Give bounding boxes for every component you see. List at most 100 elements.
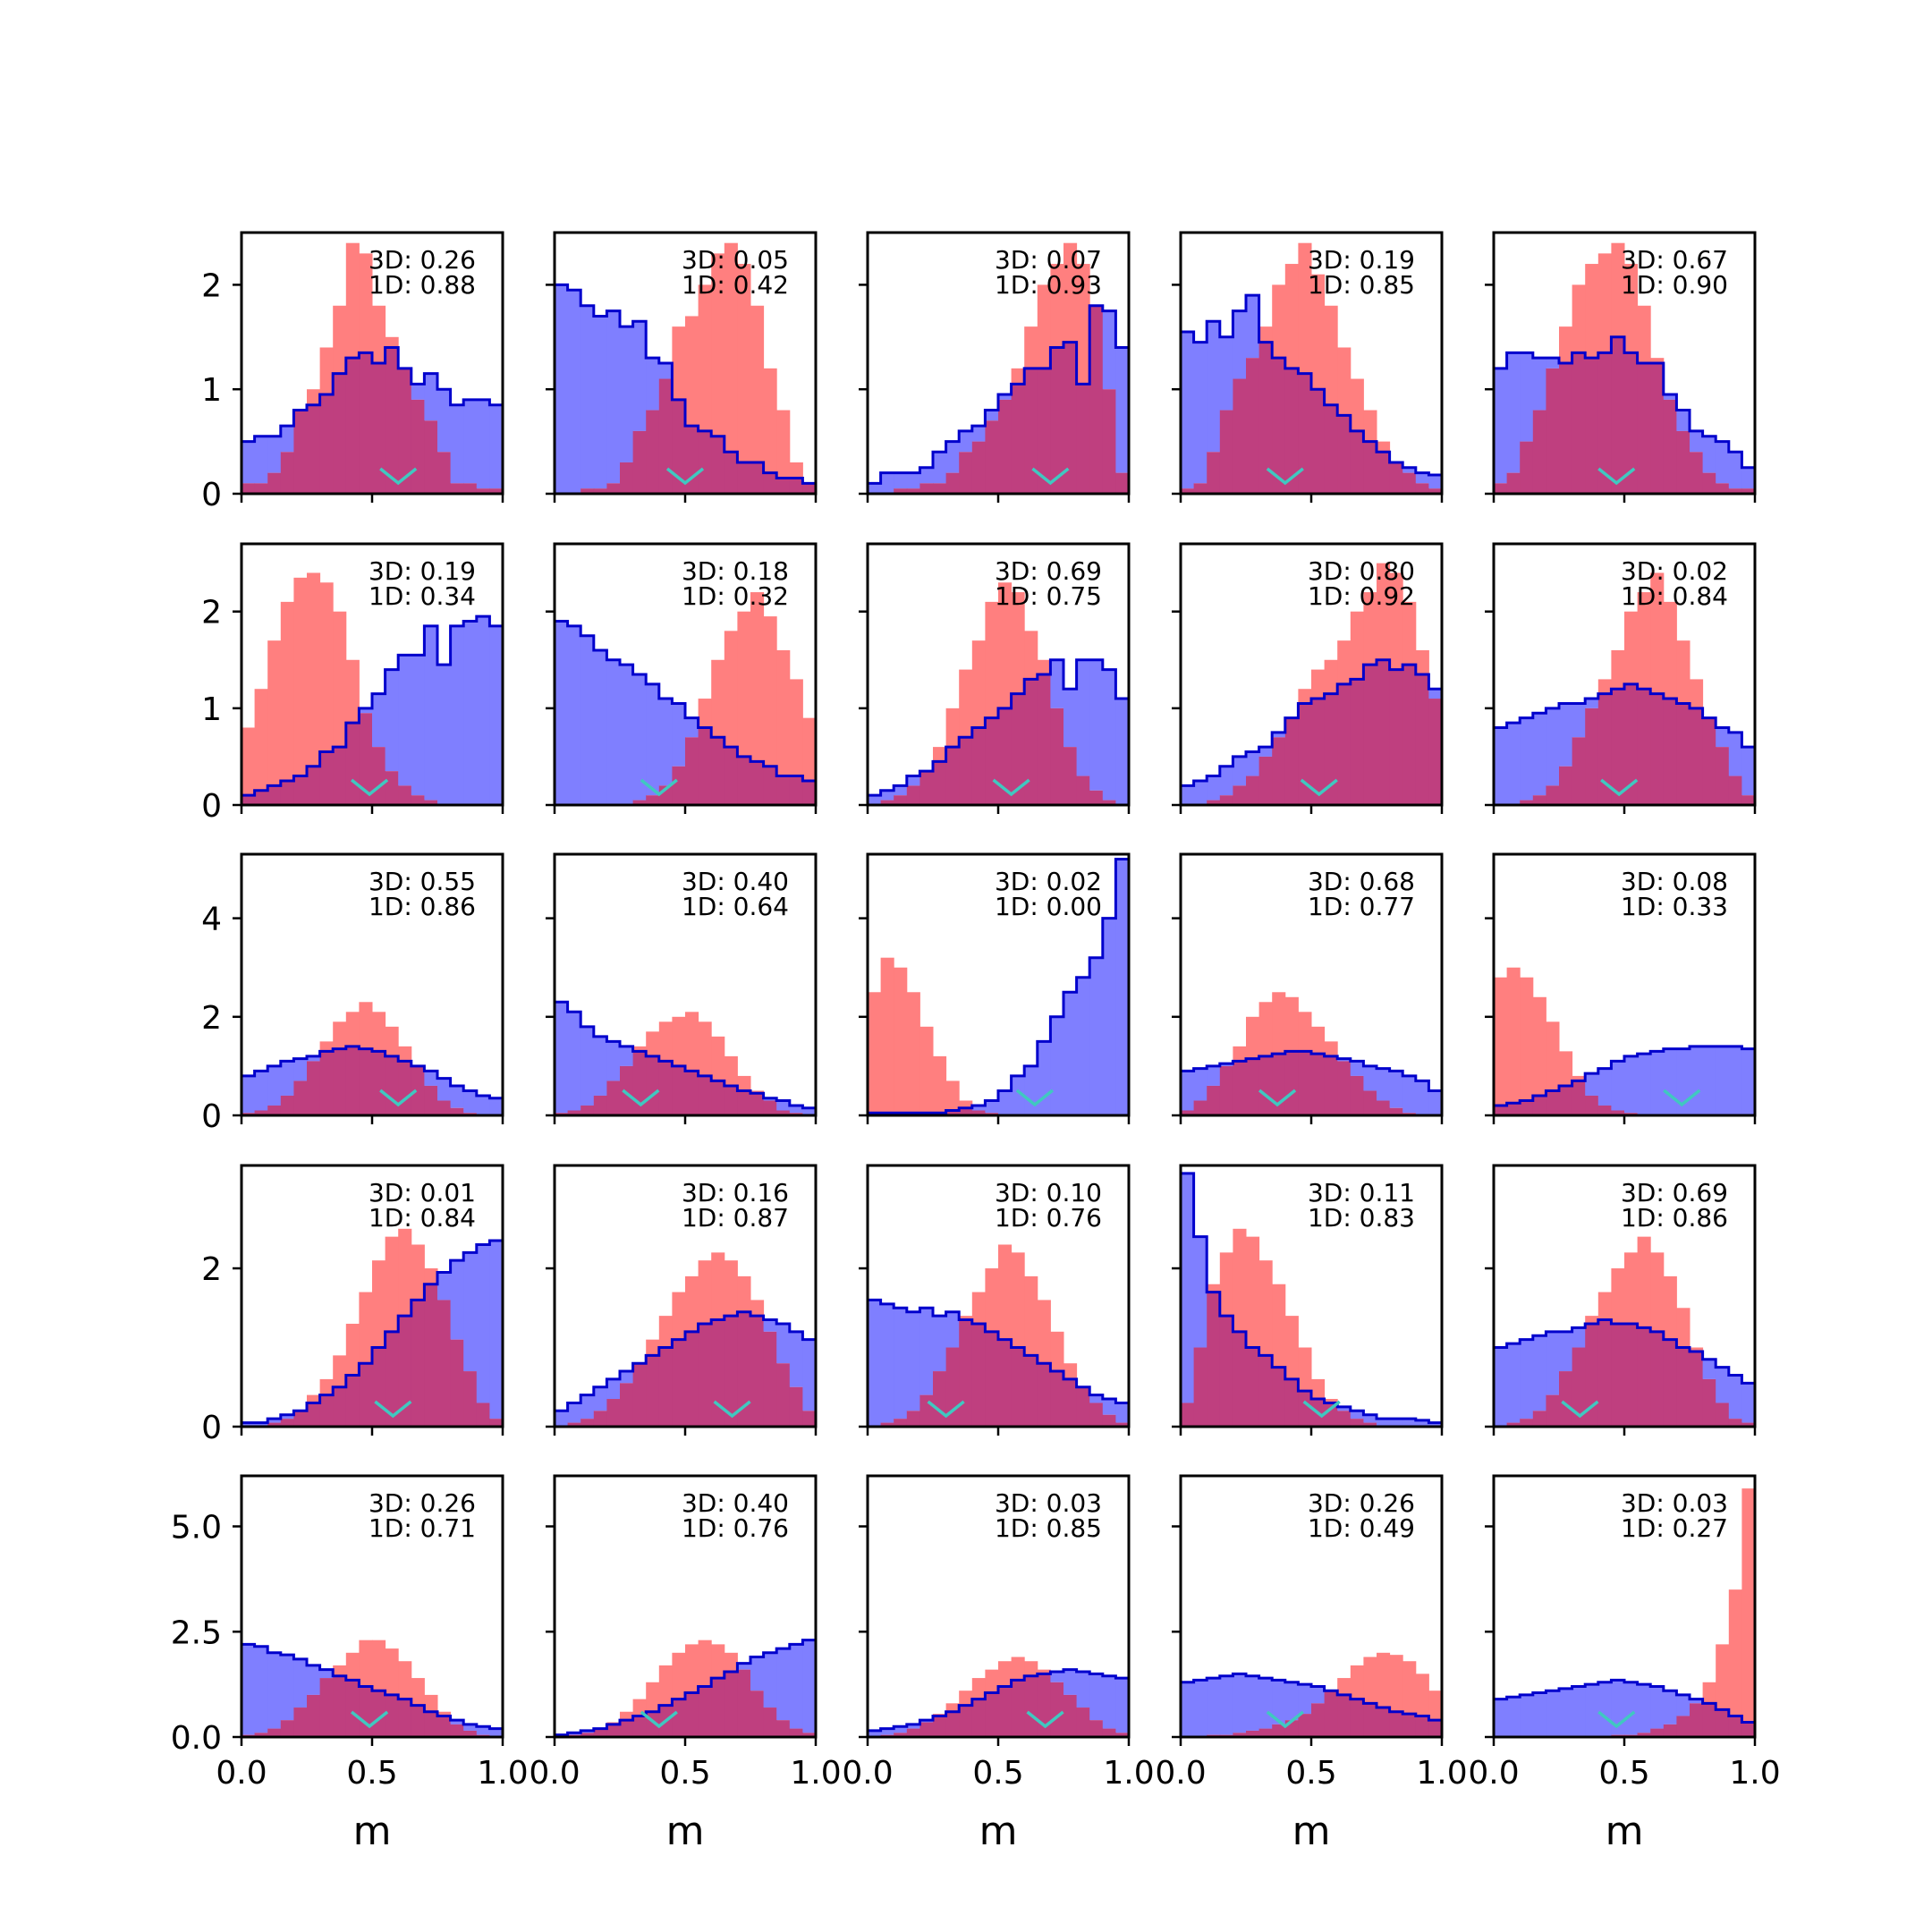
overlap-bar (1350, 1419, 1364, 1427)
overlap-bar (646, 410, 660, 494)
score-3d: 3D: 0.26 (1308, 1488, 1415, 1518)
overlap-bar (1415, 674, 1429, 805)
overlap-bar (1572, 1080, 1586, 1115)
overlap-bar (1284, 368, 1299, 494)
overlap-bar (319, 394, 334, 494)
blue-bar (372, 693, 386, 748)
overlap-bar (1506, 1422, 1521, 1427)
blue-bar (776, 1100, 791, 1111)
score-3d: 3D: 0.67 (1621, 245, 1728, 275)
overlap-bar (1611, 1323, 1625, 1427)
blue-bar (880, 790, 894, 801)
overlap-bar (1063, 1694, 1078, 1737)
blue-bar (580, 1026, 595, 1106)
marker-v (640, 1710, 678, 1729)
red-bar (750, 592, 765, 762)
overlap-bar (1258, 342, 1273, 494)
x-tick-label: 0.0 (1155, 1755, 1206, 1792)
overlap-bar (985, 1692, 999, 1737)
x-tick-label: 0.0 (842, 1755, 893, 1792)
overlap-bar (672, 1339, 686, 1427)
blue-bar (894, 1308, 908, 1419)
red-bar (345, 1012, 360, 1046)
blue-bar (242, 1422, 256, 1427)
blue-bar (1716, 727, 1730, 748)
overlap-bar (1520, 1419, 1534, 1427)
blue-bar (1506, 352, 1521, 473)
blue-bar (567, 1402, 581, 1423)
red-bar (385, 1236, 399, 1332)
blue-bar (555, 621, 569, 805)
overlap-bar (1233, 1331, 1247, 1427)
red-bar (333, 1665, 347, 1676)
blue-bar (555, 284, 569, 494)
red-bar (1428, 1690, 1443, 1721)
overlap-bar (1377, 659, 1391, 805)
overlap-bar (1637, 363, 1651, 494)
overlap-bar (1037, 1674, 1051, 1737)
overlap-bar (280, 1419, 294, 1427)
score-1d: 1D: 0.84 (369, 1203, 476, 1233)
red-bar (985, 1268, 999, 1332)
blue-bar (868, 483, 882, 494)
blue-bar (593, 649, 607, 805)
blue-bar (1011, 1075, 1025, 1115)
blue-step-line (1492, 1318, 1757, 1427)
blue-bar (1258, 1678, 1273, 1729)
red-bar (1063, 1363, 1078, 1379)
overlap-bar (1415, 483, 1429, 494)
red-bar (1298, 689, 1312, 704)
overlap-bar (1728, 1716, 1742, 1737)
blue-bar (906, 775, 920, 786)
overlap-bar (1559, 363, 1573, 494)
blue-bar (280, 1414, 294, 1419)
blue-bar (1193, 780, 1208, 805)
overlap-bar (1716, 747, 1730, 805)
overlap-bar (1011, 384, 1025, 494)
red-bar (1337, 640, 1352, 684)
overlap-bar (424, 800, 438, 805)
overlap-bar (1024, 1355, 1038, 1427)
blue-step-line (866, 658, 1131, 805)
blue-bar (1559, 703, 1573, 767)
red-bar (1011, 368, 1025, 385)
overlap-bar (620, 1720, 634, 1737)
red-bar (724, 242, 738, 453)
overlap-bar (737, 756, 751, 805)
blue-bar (476, 1244, 490, 1403)
overlap-bar (1258, 1355, 1273, 1427)
blue-bar (1728, 732, 1742, 776)
blue-bar (1233, 310, 1247, 379)
score-1d: 1D: 0.90 (1621, 270, 1728, 300)
red-bar (698, 699, 712, 728)
overlap-bar (1193, 1100, 1208, 1115)
overlap-bar (1089, 1402, 1104, 1427)
red-bar (424, 1694, 438, 1712)
overlap-bar (1585, 708, 1599, 805)
red-bar (398, 1046, 412, 1062)
overlap-bar (1741, 795, 1756, 805)
blue-step-line (1492, 1678, 1757, 1737)
score-3d: 3D: 0.16 (682, 1178, 789, 1208)
blue-bar (868, 795, 882, 805)
overlap-bar (1207, 1292, 1221, 1427)
overlap-bar (1050, 1682, 1064, 1737)
overlap-bar (1716, 1402, 1730, 1427)
overlap-bar (385, 1055, 399, 1115)
overlap-bar (789, 775, 803, 805)
overlap-bar (776, 1110, 791, 1115)
blue-bar (606, 310, 621, 484)
overlap-bar (1428, 1720, 1443, 1737)
blue-bar (476, 616, 490, 805)
overlap-bar (450, 1107, 464, 1115)
overlap-bar (737, 1090, 751, 1115)
blue-bar (1063, 689, 1078, 748)
x-tick-label: 1.0 (477, 1755, 528, 1792)
blue-bar (1597, 1068, 1612, 1106)
overlap-bar (880, 800, 894, 805)
blue-bar (307, 1665, 321, 1695)
overlap-bar (1702, 472, 1716, 494)
red-bar (307, 1394, 321, 1403)
marker-v (1300, 778, 1338, 797)
blue-bar (450, 1260, 464, 1340)
